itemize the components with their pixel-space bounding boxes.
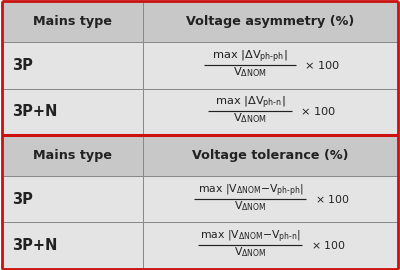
Bar (2, 222, 142, 269)
Bar (142, 222, 398, 269)
Text: $\times$ 100: $\times$ 100 (304, 59, 340, 71)
Text: Voltage asymmetry (%): Voltage asymmetry (%) (186, 15, 354, 28)
Text: 3P+N: 3P+N (12, 104, 57, 119)
Text: 3P+N: 3P+N (12, 238, 57, 253)
Bar (142, 1, 398, 42)
Text: max $|\Delta\mathrm{V_{ph\text{-}ph}}|$: max $|\Delta\mathrm{V_{ph\text{-}ph}}|$ (212, 49, 288, 65)
Bar (2, 176, 142, 222)
Bar (142, 135, 398, 176)
Text: 3P: 3P (12, 192, 33, 207)
Text: Mains type: Mains type (33, 149, 112, 162)
Text: $\times$ 100: $\times$ 100 (311, 239, 346, 251)
Bar (2, 42, 142, 89)
Text: $\mathrm{V_{\Delta NOM}}$: $\mathrm{V_{\Delta NOM}}$ (234, 245, 266, 259)
Text: 3P: 3P (12, 58, 33, 73)
Bar (142, 176, 398, 222)
Bar (2, 1, 142, 42)
Text: $\mathrm{V_{\Delta NOM}}$: $\mathrm{V_{\Delta NOM}}$ (234, 112, 267, 125)
Text: max $|\Delta\mathrm{V_{ph\text{-}n}}|$: max $|\Delta\mathrm{V_{ph\text{-}n}}|$ (215, 95, 286, 112)
Text: $\mathrm{V_{\Delta NOM}}$: $\mathrm{V_{\Delta NOM}}$ (234, 65, 267, 79)
Bar (2, 89, 142, 135)
Text: $\times$ 100: $\times$ 100 (315, 193, 350, 205)
Bar (142, 42, 398, 89)
Bar (2, 135, 142, 176)
Text: $\times$ 100: $\times$ 100 (300, 105, 336, 117)
Text: max $|\mathrm{V_{\Delta NOM}}\mathrm{-V_{ph\text{-}ph}}|$: max $|\mathrm{V_{\Delta NOM}}\mathrm{-V_… (198, 182, 303, 199)
Text: Mains type: Mains type (33, 15, 112, 28)
Text: $\mathrm{V_{\Delta NOM}}$: $\mathrm{V_{\Delta NOM}}$ (234, 199, 266, 212)
Text: Voltage tolerance (%): Voltage tolerance (%) (192, 149, 348, 162)
Bar (142, 89, 398, 135)
Text: max $|\mathrm{V_{\Delta NOM}}\mathrm{-V_{ph\text{-}n}}|$: max $|\mathrm{V_{\Delta NOM}}\mathrm{-V_… (200, 229, 300, 245)
